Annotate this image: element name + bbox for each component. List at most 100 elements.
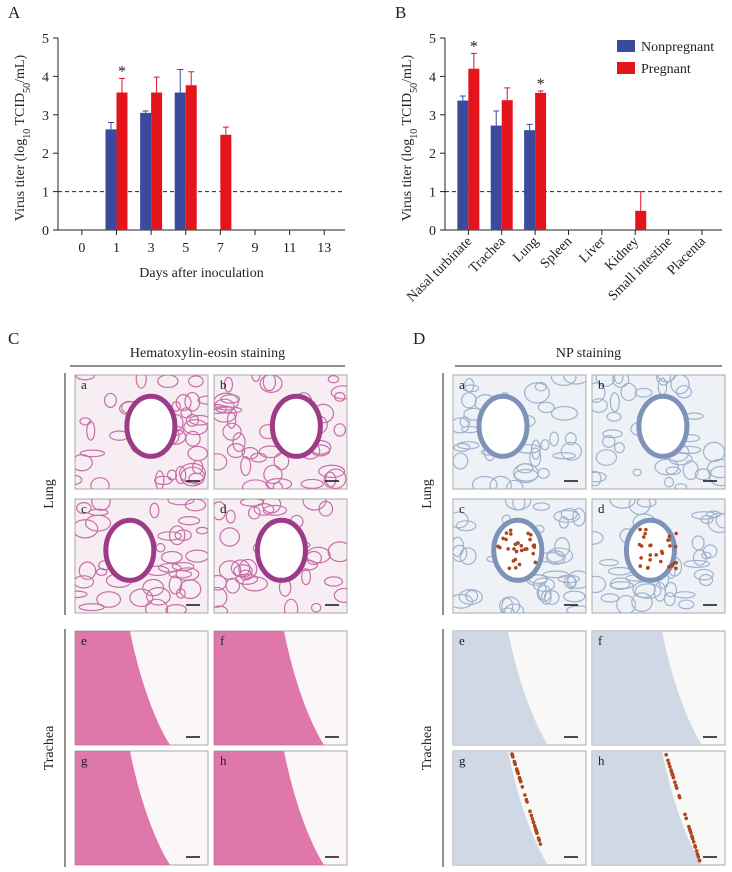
- alveolus: [566, 574, 576, 590]
- positive-cell: [669, 769, 674, 774]
- alveolus: [310, 602, 322, 613]
- micrograph: g: [452, 750, 587, 866]
- alveolus: [95, 567, 108, 576]
- alveolus: [506, 479, 524, 489]
- alveolus: [220, 394, 241, 404]
- alveolus: [534, 381, 548, 392]
- positive-cell: [666, 538, 670, 542]
- alveolus: [175, 394, 192, 412]
- alveolus: [655, 375, 672, 386]
- alveolus: [692, 549, 707, 566]
- micrograph: d: [213, 498, 348, 614]
- alveolus: [554, 537, 571, 558]
- tissue: [453, 751, 548, 865]
- group-label: Trachea: [420, 725, 435, 770]
- alveolus: [546, 547, 574, 564]
- positive-cell: [538, 842, 543, 846]
- alveolus: [592, 382, 606, 403]
- positive-cell: [668, 544, 672, 548]
- alveolus: [675, 385, 693, 399]
- alveolus: [606, 411, 622, 422]
- positive-cell: [514, 767, 519, 771]
- panel-letter: C: [8, 329, 19, 348]
- alveolus: [715, 513, 725, 529]
- alveolus: [563, 590, 586, 603]
- x-tick-label: Placenta: [665, 234, 710, 279]
- alveolus: [323, 576, 344, 587]
- positive-cell: [667, 534, 672, 539]
- positive-cell: [690, 834, 694, 839]
- alveolus: [705, 510, 721, 518]
- alveolus: [76, 502, 92, 515]
- alveolus: [560, 507, 578, 521]
- positive-cell: [536, 836, 541, 840]
- micrograph: c: [74, 498, 209, 614]
- alveolus: [214, 405, 238, 423]
- micrograph: a: [74, 374, 209, 490]
- x-tick-label: Trachea: [466, 234, 509, 277]
- positive-cell: [643, 531, 647, 536]
- alveolus: [142, 578, 165, 597]
- group-label: Trachea: [42, 725, 57, 770]
- x-tick-label: 13: [317, 241, 331, 256]
- alveolus: [453, 417, 470, 434]
- micrograph: e: [452, 630, 587, 746]
- positive-cell: [644, 527, 648, 532]
- bar: [468, 68, 480, 230]
- positive-cell: [648, 543, 652, 548]
- alveolus: [560, 441, 583, 461]
- y-tick-label: 1: [429, 186, 436, 201]
- positive-cell: [639, 556, 643, 560]
- alveolus: [175, 567, 200, 581]
- bar: [174, 92, 186, 230]
- positive-cell: [641, 535, 646, 539]
- alveolus: [253, 502, 275, 516]
- alveolus: [566, 605, 586, 613]
- y-tick-label: 4: [429, 70, 436, 85]
- alveolus: [75, 375, 96, 381]
- micrograph: h: [213, 750, 348, 866]
- positive-cell: [674, 786, 679, 790]
- bar: [105, 129, 117, 230]
- alveolus: [455, 520, 477, 532]
- alveolus: [708, 465, 725, 487]
- alveolus: [453, 442, 471, 452]
- y-label-part: 50: [22, 83, 33, 93]
- y-tick-label: 1: [42, 186, 49, 201]
- image-letter: a: [459, 377, 465, 392]
- y-label-part: Virus titer (log: [13, 139, 28, 221]
- alveolus: [609, 581, 634, 590]
- positive-cell: [531, 551, 536, 556]
- image-letter: h: [220, 753, 227, 768]
- alveolus: [706, 458, 725, 479]
- alveolus: [300, 478, 324, 489]
- micrograph: h: [591, 750, 726, 866]
- positive-cell: [674, 531, 678, 536]
- alveolus: [149, 502, 160, 519]
- alveolus: [225, 509, 236, 524]
- positive-cell: [667, 761, 671, 766]
- positive-cell: [513, 762, 517, 766]
- tissue: [453, 631, 548, 745]
- positive-cell: [529, 813, 534, 818]
- positive-cell: [508, 532, 513, 536]
- alveolus: [157, 375, 179, 389]
- alveolus: [178, 462, 206, 484]
- positive-cell: [638, 527, 642, 532]
- alveolus: [188, 375, 204, 388]
- alveolus: [222, 422, 242, 441]
- positive-cell: [532, 823, 537, 828]
- positive-cell: [666, 758, 670, 763]
- alveolus: [178, 516, 201, 526]
- tissue: [592, 375, 725, 489]
- alveolus: [185, 549, 208, 563]
- alveolus: [86, 420, 96, 441]
- alveolus: [214, 453, 228, 471]
- positive-cell: [638, 564, 643, 568]
- alveolus: [183, 419, 208, 436]
- airway: [476, 393, 530, 459]
- alveolus: [325, 468, 347, 489]
- trachea-wall: [75, 751, 170, 865]
- alveolus: [683, 559, 711, 568]
- alveolus: [225, 577, 241, 594]
